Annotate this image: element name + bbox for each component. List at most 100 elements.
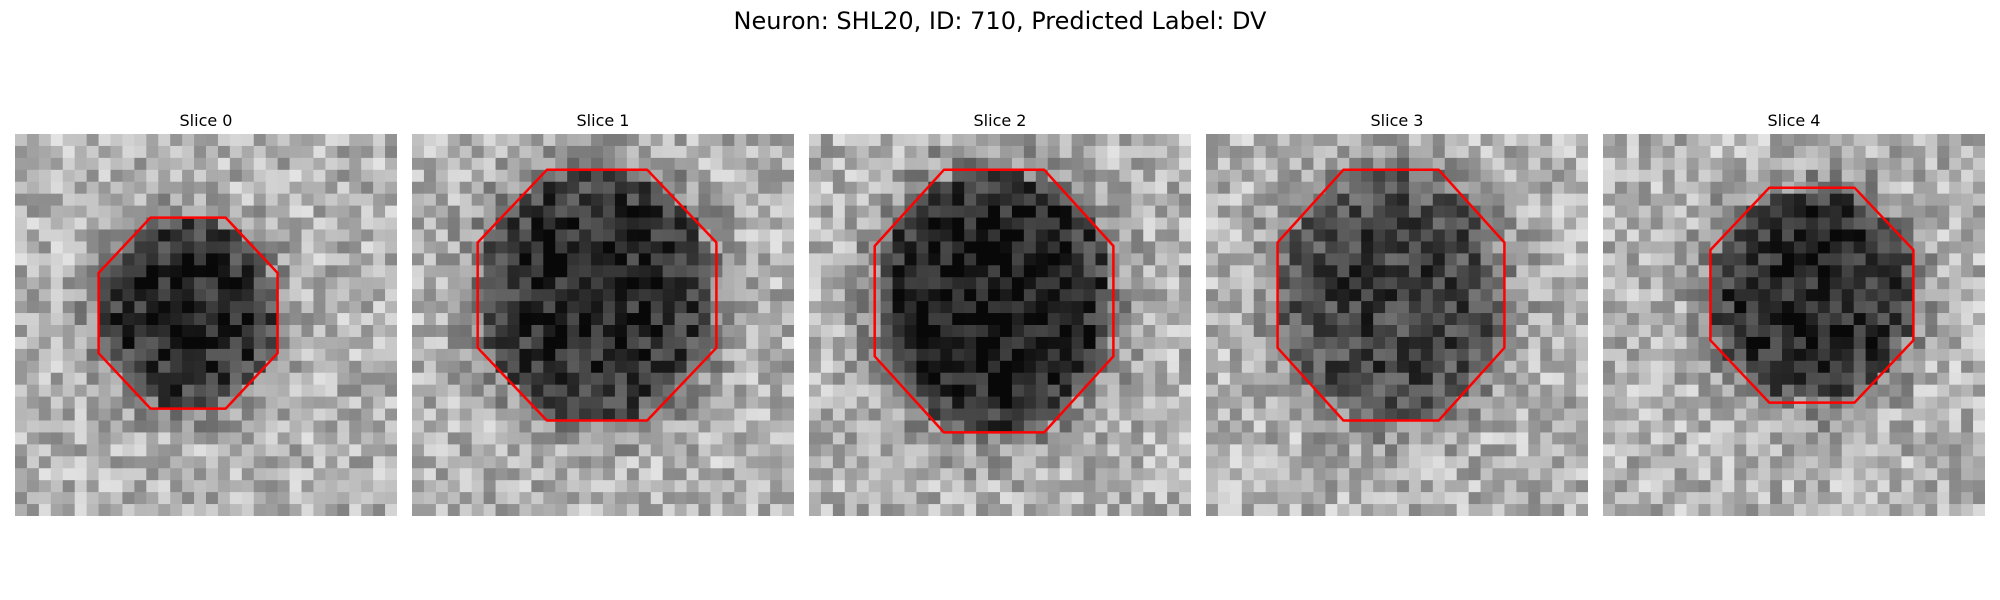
pixel — [1794, 146, 1807, 159]
pixel — [1925, 361, 1938, 374]
pixel — [484, 373, 497, 386]
pixel — [976, 444, 989, 457]
pixel — [1663, 134, 1676, 147]
pixel — [1254, 397, 1267, 410]
pixel — [1552, 409, 1565, 422]
pixel — [1421, 265, 1434, 278]
pixel — [218, 385, 231, 398]
pixel — [579, 170, 592, 183]
pixel — [1746, 265, 1759, 278]
pixel — [1675, 432, 1688, 445]
pixel — [869, 385, 882, 398]
pixel — [1206, 194, 1219, 207]
pixel — [206, 146, 219, 159]
pixel — [1687, 397, 1700, 410]
pixel — [1758, 253, 1771, 266]
pixel — [1469, 230, 1482, 243]
pixel — [349, 480, 362, 493]
pixel — [1266, 230, 1279, 243]
pixel — [1818, 134, 1831, 147]
pixel — [1325, 337, 1338, 350]
pixel — [1278, 146, 1291, 159]
pixel — [170, 432, 183, 445]
pixel — [833, 385, 846, 398]
pixel — [290, 301, 303, 314]
pixel — [194, 337, 207, 350]
pixel — [821, 349, 834, 362]
pixel — [194, 301, 207, 314]
pixel — [1854, 134, 1867, 147]
pixel — [531, 373, 544, 386]
pixel — [1119, 277, 1132, 290]
pixel — [519, 218, 532, 231]
pixel — [710, 421, 723, 434]
pixel — [1504, 409, 1517, 422]
pixel — [27, 218, 40, 231]
pixel — [373, 361, 386, 374]
pixel — [928, 337, 941, 350]
pixel — [1576, 504, 1588, 516]
pixel — [833, 230, 846, 243]
pixel — [1710, 146, 1723, 159]
pixel — [1206, 432, 1219, 445]
pixel — [881, 313, 894, 326]
pixel — [893, 182, 906, 195]
pixel — [758, 468, 771, 481]
pixel — [988, 397, 1001, 410]
pixel — [1481, 158, 1494, 171]
pixel — [746, 409, 759, 422]
pixel — [385, 218, 397, 231]
pixel — [460, 456, 473, 469]
pixel — [663, 325, 676, 338]
pixel — [15, 134, 28, 147]
pixel — [1445, 313, 1458, 326]
pixel — [1516, 289, 1529, 302]
pixel — [1445, 194, 1458, 207]
pixel — [337, 325, 350, 338]
pixel — [1012, 504, 1025, 516]
pixel — [940, 206, 953, 219]
pixel — [39, 206, 52, 219]
pixel — [555, 409, 568, 422]
pixel — [158, 373, 171, 386]
pixel — [1913, 146, 1926, 159]
pixel — [964, 265, 977, 278]
pixel — [1854, 146, 1867, 159]
pixel — [687, 313, 700, 326]
pixel — [928, 265, 941, 278]
pixel — [699, 313, 712, 326]
pixel — [1409, 230, 1422, 243]
pixel — [412, 492, 425, 505]
pixel — [15, 194, 28, 207]
pixel — [976, 492, 989, 505]
pixel — [1242, 468, 1255, 481]
pixel — [1000, 432, 1013, 445]
pixel — [1119, 349, 1132, 362]
pixel — [1552, 444, 1565, 457]
pixel — [1746, 241, 1759, 254]
pixel — [1854, 170, 1867, 183]
pixel — [302, 206, 315, 219]
pixel — [1746, 444, 1759, 457]
pixel — [1806, 194, 1819, 207]
pixel — [1866, 409, 1879, 422]
pixel — [290, 289, 303, 302]
pixel — [699, 265, 712, 278]
pixel — [1830, 206, 1843, 219]
pixel — [627, 373, 640, 386]
pixel — [675, 313, 688, 326]
pixel — [111, 194, 124, 207]
pixel — [206, 253, 219, 266]
pixel — [302, 265, 315, 278]
pixel — [1397, 468, 1410, 481]
pixel — [1758, 218, 1771, 231]
pixel — [122, 432, 135, 445]
pixel — [87, 504, 100, 516]
pixel — [1818, 313, 1831, 326]
pixel — [436, 504, 449, 516]
pixel — [567, 492, 580, 505]
pixel — [627, 313, 640, 326]
pixel — [651, 194, 664, 207]
pixel — [1131, 325, 1144, 338]
pixel — [266, 230, 279, 243]
